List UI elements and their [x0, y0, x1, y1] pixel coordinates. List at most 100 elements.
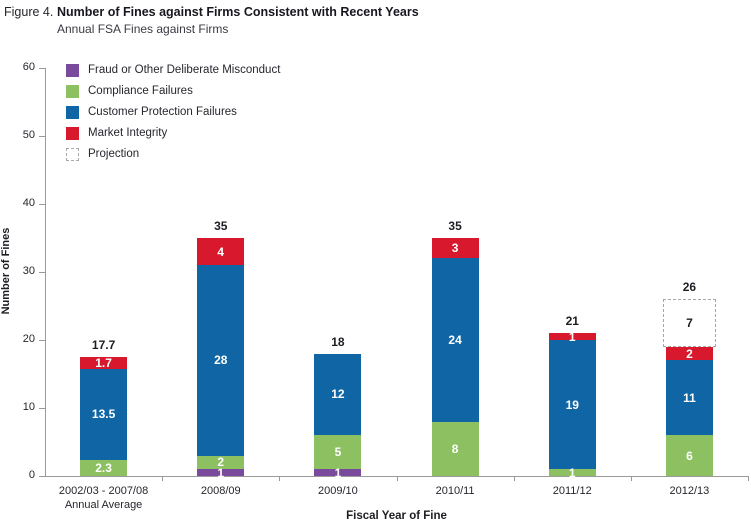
bar-segment-customer: 28	[197, 265, 245, 456]
bar-segment-compliance: 2	[197, 455, 245, 470]
figure-label: Figure 4.	[4, 5, 54, 19]
segment-value-label: 1	[217, 465, 225, 480]
segment-value-label: 1	[568, 329, 576, 344]
x-category-label-line: 2011/12	[552, 485, 592, 497]
x-category-label: 2009/10	[318, 484, 358, 498]
y-tick-label: 30	[22, 265, 35, 277]
legend-item-market: Market Integrity	[66, 126, 280, 140]
segment-value-label: 2	[686, 346, 693, 361]
segment-value-label: 11	[683, 390, 696, 405]
segment-value-label: 6	[686, 448, 693, 463]
y-tick	[39, 339, 45, 341]
bar-total-label: 35	[448, 219, 462, 233]
segment-value-label: 5	[334, 445, 342, 460]
x-category-label-line: 2008/09	[200, 485, 241, 497]
legend-item-label: Fraud or Other Deliberate Misconduct	[88, 64, 281, 76]
bar-segment-market: 4	[197, 238, 245, 266]
bar-segment-compliance: 5	[314, 435, 362, 470]
y-axis-line	[45, 68, 46, 476]
x-category-label-line: 2002/03 - 2007/08	[58, 485, 149, 497]
x-tick	[397, 476, 398, 481]
y-tick	[39, 271, 45, 273]
bar-segment-fraud: 1	[314, 466, 362, 480]
segment-value-label: 12	[331, 387, 345, 402]
bar-segment-compliance: 6	[665, 435, 713, 476]
x-tick	[162, 476, 163, 481]
bar-segment-customer: 19	[548, 340, 596, 470]
bar-segment-compliance: 2.3	[80, 460, 128, 476]
segment-value-label: 1	[334, 465, 342, 480]
segment-value-label: 19	[565, 397, 579, 412]
bar-segment-fraud: 1	[197, 466, 245, 480]
y-tick	[39, 407, 45, 409]
bar-segment-compliance: 8	[431, 421, 479, 476]
bar-total-label: 26	[682, 280, 697, 295]
compliance-swatch-icon	[66, 84, 79, 98]
bar-total-label: 18	[331, 334, 345, 349]
x-category-label: 2008/09	[201, 484, 241, 498]
bar-segment-compliance: 1	[548, 466, 596, 480]
y-tick-label: 50	[22, 129, 35, 141]
legend-item-projection: Projection	[66, 147, 280, 161]
bar-segment-market: 1.7	[80, 356, 128, 370]
bar-segment-market: 1	[548, 330, 596, 344]
bar-segment-projection: 7	[662, 299, 716, 347]
bar-total-label: 35	[214, 219, 228, 233]
x-category-label-line: 2012/13	[669, 485, 710, 497]
x-category-label: 2011/12	[553, 484, 592, 498]
y-tick	[39, 67, 45, 69]
bar-segment-market: 2	[665, 346, 713, 361]
fraud-swatch-icon	[66, 63, 79, 77]
x-category-label: 2012/13	[670, 484, 710, 498]
y-tick-label: 10	[22, 401, 35, 413]
x-tick	[514, 476, 515, 481]
segment-value-label: 24	[448, 332, 462, 347]
bar-total-label: 21	[565, 314, 579, 329]
segment-value-label: 7	[686, 315, 693, 330]
legend-item-label: Projection	[88, 148, 140, 160]
chart-title: Number of Fines against Firms Consistent…	[57, 5, 419, 19]
bar-segment-customer: 11	[665, 360, 713, 436]
y-tick	[39, 203, 45, 205]
y-tick	[39, 475, 45, 477]
legend-item-compliance: Compliance Failures	[66, 84, 280, 98]
x-category-label: 2010/11	[436, 484, 475, 498]
projection-swatch-icon	[66, 147, 79, 161]
x-category-label-line: Annual Average	[64, 499, 143, 511]
segment-value-label: 2.3	[95, 461, 112, 476]
x-axis-line	[45, 476, 748, 477]
legend-item-label: Market Integrity	[88, 127, 168, 139]
bar-segment-customer: 12	[314, 353, 362, 436]
y-tick-label: 40	[22, 197, 35, 209]
legend-item-label: Customer Protection Failures	[88, 106, 237, 118]
x-category-label-line: 2009/10	[318, 485, 358, 497]
bar-segment-customer: 24	[431, 258, 479, 422]
segment-value-label: 3	[451, 241, 459, 256]
segment-value-label: 4	[217, 244, 225, 259]
segment-value-label: 13.5	[91, 407, 116, 422]
y-tick-label: 60	[22, 61, 35, 73]
legend-item-label: Compliance Failures	[88, 85, 193, 97]
segment-value-label: 28	[214, 353, 228, 368]
y-tick	[39, 135, 45, 137]
plot-area: 0 10 20 30 40 50 60 2.3 13.5 1.7 17.7 2002/03 - 200…	[23, 61, 749, 511]
x-tick	[279, 476, 280, 481]
segment-value-label: 8	[451, 441, 459, 456]
legend: Fraud or Other Deliberate Misconduct Comp…	[66, 63, 280, 168]
segment-value-label: 2	[217, 455, 225, 470]
chart-subtitle: Annual FSA Fines against Firms	[57, 22, 229, 36]
bar-total-label: 17.7	[91, 338, 116, 352]
legend-item-customer: Customer Protection Failures	[66, 105, 280, 119]
x-category-label-line: 2010/11	[435, 485, 475, 497]
x-tick	[748, 476, 749, 481]
x-tick	[631, 476, 632, 481]
legend-item-fraud: Fraud or Other Deliberate Misconduct	[66, 63, 280, 77]
y-tick-label: 20	[22, 333, 35, 345]
customer-swatch-icon	[66, 105, 79, 119]
segment-value-label: 1	[568, 465, 576, 480]
x-category-label: 2002/03 - 2007/08 Annual Average	[59, 484, 148, 512]
y-tick-label: 0	[28, 469, 35, 481]
market-swatch-icon	[66, 126, 79, 140]
bar-segment-market: 3	[431, 238, 479, 259]
